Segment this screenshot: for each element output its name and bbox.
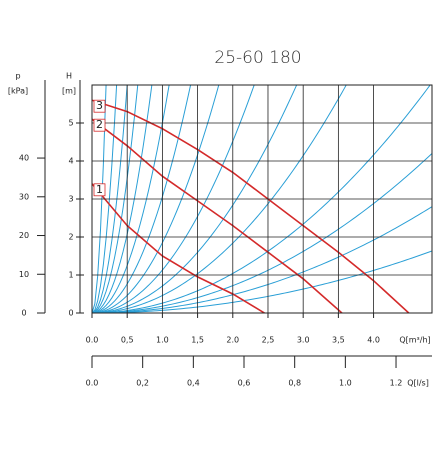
y2-tick-label: 0 bbox=[21, 309, 26, 318]
pump-curve bbox=[92, 99, 410, 313]
x2-tick-label: 0,8 bbox=[288, 379, 301, 388]
x2-tick-label: 0.0 bbox=[86, 379, 99, 388]
system-curve bbox=[92, 85, 347, 313]
y2-tick-label: 30 bbox=[19, 192, 29, 201]
legend-label: 3 bbox=[96, 99, 103, 112]
y-tick-label: 1 bbox=[68, 271, 73, 280]
system-curve bbox=[92, 85, 220, 313]
x2-tick-label: 0,2 bbox=[136, 379, 149, 388]
x-tick-label: 3.0 bbox=[297, 336, 310, 345]
x-label: Q[m³/h] bbox=[399, 336, 430, 345]
system-curve bbox=[92, 85, 255, 313]
y2-tick-label: 40 bbox=[19, 154, 29, 163]
y2-label: p bbox=[15, 72, 20, 81]
y-tick-label: 3 bbox=[68, 195, 73, 204]
system-curve bbox=[92, 85, 192, 313]
x2-tick-label: 1.0 bbox=[339, 379, 352, 388]
x2-tick-label: 1.2 bbox=[390, 379, 403, 388]
y-unit: [m] bbox=[62, 87, 76, 96]
x-tick-label: 3,5 bbox=[332, 336, 345, 345]
curve-label-box bbox=[93, 118, 106, 132]
curve-label-box bbox=[93, 99, 106, 113]
x-tick-label: 2,5 bbox=[262, 336, 275, 345]
system-curve bbox=[92, 85, 139, 313]
system-curve bbox=[92, 85, 153, 313]
chart-title: 25-60 180 bbox=[214, 48, 301, 68]
x-tick-label: 1.0 bbox=[156, 336, 169, 345]
y-label: H bbox=[66, 72, 72, 81]
x-tick-label: 1,5 bbox=[191, 336, 204, 345]
x-tick-label: 0,5 bbox=[121, 336, 134, 345]
system-curve bbox=[92, 85, 431, 313]
curve-label-box bbox=[93, 183, 106, 197]
legend-label: 2 bbox=[96, 118, 103, 131]
y2-unit: [kPa] bbox=[8, 87, 28, 96]
system-curve bbox=[92, 85, 170, 313]
system-curve bbox=[92, 153, 432, 313]
x-tick-label: 0.0 bbox=[86, 336, 99, 345]
system-curve bbox=[92, 250, 432, 313]
y2-tick-label: 20 bbox=[19, 231, 29, 240]
pump-curve bbox=[92, 183, 265, 313]
x2-label: Q[l/s] bbox=[407, 379, 429, 388]
x-tick-label: 4.0 bbox=[367, 336, 380, 345]
y-tick-label: 0 bbox=[68, 309, 73, 318]
pump-curve bbox=[92, 118, 343, 313]
system-curve bbox=[92, 85, 128, 313]
x2-tick-label: 0,4 bbox=[187, 379, 200, 388]
system-curve bbox=[92, 206, 432, 313]
x2-tick-label: 0,6 bbox=[238, 379, 251, 388]
system-curve bbox=[92, 85, 298, 313]
system-curve bbox=[92, 85, 107, 313]
y2-tick-label: 10 bbox=[19, 270, 29, 279]
y-tick-label: 5 bbox=[68, 119, 73, 128]
system-curve bbox=[92, 85, 118, 313]
y-tick-label: 4 bbox=[68, 157, 73, 166]
legend-label: 1 bbox=[96, 183, 103, 196]
x-tick-label: 2.0 bbox=[226, 336, 239, 345]
y-tick-label: 2 bbox=[68, 233, 73, 242]
